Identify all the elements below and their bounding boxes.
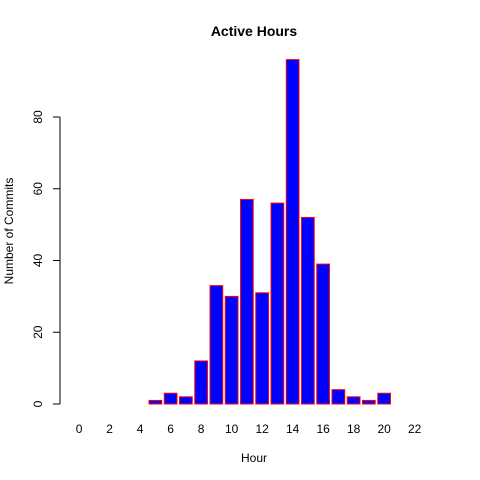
bar-hour-15 — [301, 216, 315, 405]
y-tick-label: 60 — [31, 182, 45, 196]
bar-hour-10 — [224, 295, 239, 405]
bar-hour-18 — [346, 396, 361, 405]
x-tick-label: 8 — [198, 422, 205, 436]
bar-hour-12 — [255, 292, 269, 405]
bar-hour-11 — [240, 199, 254, 405]
x-tick-label: 16 — [316, 422, 330, 436]
chart-title: Active Hours — [211, 23, 298, 39]
bar-hour-20 — [377, 392, 391, 405]
x-tick-label: 14 — [286, 422, 300, 436]
x-tick-label: 2 — [106, 422, 113, 436]
bars-group — [148, 59, 391, 405]
bar-hour-19 — [362, 399, 376, 405]
x-tick-label: 20 — [377, 422, 391, 436]
bar-hour-17 — [331, 389, 346, 405]
y-axis-label: Number of Commits — [2, 178, 16, 285]
x-tick-label: 12 — [255, 422, 269, 436]
y-tick-label: 0 — [31, 400, 45, 407]
bar-hour-6 — [163, 392, 178, 405]
y-tick-label: 80 — [31, 110, 45, 124]
x-tick-label: 22 — [408, 422, 422, 436]
bar-hour-9 — [209, 285, 224, 405]
x-tick-label: 10 — [225, 422, 239, 436]
x-tick-labels: 0 2 4 6 8 10 12 14 16 18 20 22 — [76, 422, 422, 436]
bar-hour-14 — [285, 59, 300, 405]
x-axis-label: Hour — [241, 451, 267, 465]
bar-hour-8 — [194, 360, 208, 405]
y-axis: 0 20 40 60 80 — [31, 110, 61, 407]
bar-hour-13 — [270, 202, 285, 405]
x-tick-label: 4 — [137, 422, 144, 436]
y-tick-label: 40 — [31, 254, 45, 268]
bar-hour-7 — [179, 396, 193, 405]
x-tick-label: 18 — [347, 422, 361, 436]
bar-hour-16 — [316, 263, 330, 405]
y-tick-label: 20 — [31, 325, 45, 339]
x-tick-label: 6 — [167, 422, 174, 436]
bar-hour-5 — [148, 399, 163, 405]
x-tick-label: 0 — [76, 422, 83, 436]
